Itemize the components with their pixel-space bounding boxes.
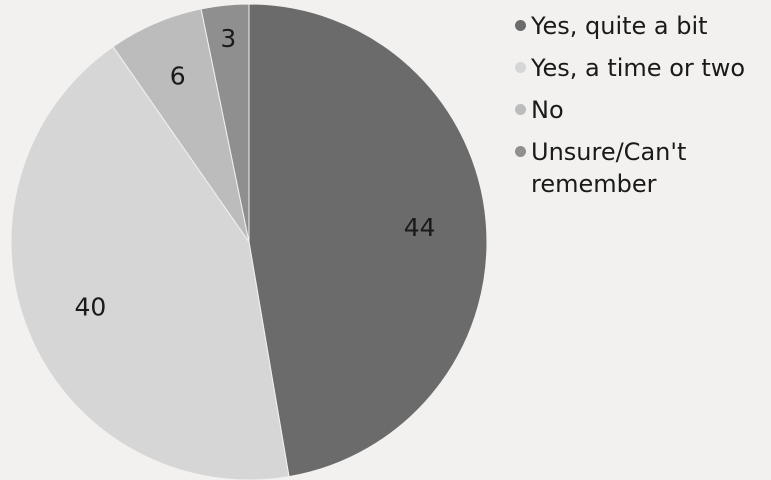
legend-item: No	[515, 94, 765, 126]
legend-label: Unsure/Can't remember	[531, 138, 687, 198]
slice-data-label: 6	[170, 61, 186, 90]
legend-marker-icon	[515, 20, 526, 31]
legend-marker-icon	[515, 104, 526, 115]
slice-data-label: 40	[74, 292, 106, 321]
legend-marker-icon	[515, 146, 526, 157]
pie-slice	[248, 3, 488, 478]
slice-data-label: 44	[404, 213, 436, 242]
slice-data-label: 3	[220, 24, 236, 53]
pie-slice	[200, 3, 250, 243]
legend-label: Yes, a time or two	[531, 54, 746, 82]
legend-label: Yes, quite a bit	[531, 12, 708, 40]
legend-item: Yes, quite a bit	[515, 10, 765, 42]
legend-label: No	[531, 96, 564, 124]
pie-slice	[10, 45, 290, 480]
legend-item: Unsure/Can't remember	[515, 136, 765, 200]
legend: Yes, quite a bit Yes, a time or two No Unsu…	[515, 10, 765, 210]
legend-marker-icon	[515, 62, 526, 73]
legend-item: Yes, a time or two	[515, 52, 765, 84]
